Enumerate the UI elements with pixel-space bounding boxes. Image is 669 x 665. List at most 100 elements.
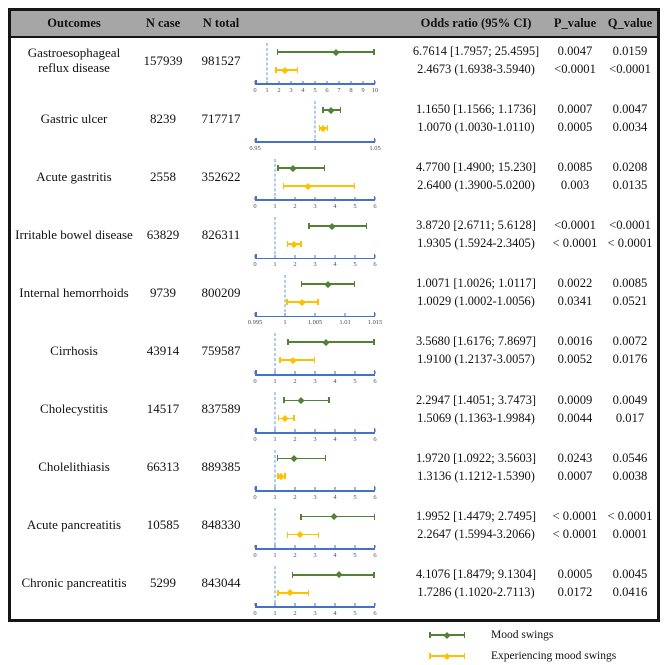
p-value-cell: 0.0016 0.0052	[547, 328, 603, 386]
reference-line	[274, 507, 276, 550]
n-case-value: 8239	[137, 96, 189, 142]
n-total-value: 837589	[189, 387, 253, 433]
outcome-text: Acute pancreatitis	[26, 517, 122, 533]
n-case-value: 5299	[137, 561, 189, 607]
or-experiencing-mood-swings: 1.0070 (1.0030-1.0110)	[417, 120, 535, 135]
axis-tick	[284, 312, 286, 316]
axis-tick	[354, 429, 356, 433]
axis-tick	[302, 80, 304, 84]
outcome-text: Cirrhosis	[50, 343, 98, 358]
q-experiencing-mood-swings: <0.0001	[609, 62, 651, 76]
q-value-cell: 0.0047 0.0034	[603, 96, 657, 154]
odds-ratio-cell: 1.0071 [1.0026; 1.0117] 1.0029 (1.0002-1…	[405, 270, 547, 328]
point-marker-mood-swings	[323, 339, 330, 346]
axis-tick-label: 1	[273, 377, 277, 385]
axis-tick-label: 6	[373, 435, 377, 443]
p-value-cell: < 0.0001 < 0.0001	[547, 503, 603, 561]
axis-tick	[362, 80, 364, 84]
or-mood-swings: 1.1650 [1.1566; 1.1736]	[415, 102, 537, 117]
mini-forest-plot: 0.95 1 1.05	[249, 96, 381, 154]
axis-tick-label: 0	[253, 435, 257, 443]
column-header-outcomes: Outcomes	[47, 16, 101, 30]
p-value-cell: 0.0005 0.0172	[547, 561, 603, 619]
x-axis	[255, 544, 375, 550]
axis-tick	[334, 429, 336, 433]
q-mood-swings: 0.0159	[612, 44, 648, 58]
outcome-label: Chronic pancreatitis	[11, 561, 137, 607]
axis-tick	[254, 254, 256, 258]
axis-tick	[314, 312, 316, 316]
p-experiencing-mood-swings: 0.0052	[557, 352, 593, 367]
axis-tick	[374, 603, 376, 607]
ci-line-experiencing-mood-swings	[286, 531, 320, 537]
q-value-cell: 0.0072 0.0176	[603, 328, 657, 386]
mini-forest-plot: 0 1 2 3 4 5 6	[253, 503, 377, 561]
axis-tick-label: 4	[333, 261, 337, 269]
odds-ratio-cell: 3.8720 [2.6711; 5.6128] 1.9305 (1.5924-2…	[405, 212, 547, 270]
forest-plot-cell: 0 1 2 3 4 5 6	[253, 387, 405, 445]
q-mood-swings: 0.0045	[612, 566, 648, 581]
axis-tick-label: 3	[289, 87, 293, 95]
axis-tick	[314, 371, 316, 375]
or-mood-swings: 1.9720 [1.0922; 3.5603]	[415, 450, 537, 465]
axis-tick	[254, 138, 256, 142]
point-marker-experiencing-mood-swings	[297, 531, 304, 538]
point-marker-mood-swings	[329, 222, 336, 230]
axis-tick	[334, 545, 336, 549]
n-total-value: 352622	[189, 154, 253, 200]
axis-tick	[344, 312, 346, 316]
axis-tick-label: 9	[361, 87, 365, 95]
reference-line	[314, 101, 316, 144]
experiencing-mood-swings-ci-marker-icon	[429, 652, 465, 660]
axis-tick	[374, 487, 376, 491]
axis-tick-label: 4	[333, 551, 337, 559]
axis-tick-label: 1	[273, 203, 277, 211]
or-experiencing-mood-swings: 1.3136 (1.1212-1.5390)	[417, 468, 535, 483]
axis-tick	[354, 545, 356, 549]
axis-tick-label: 7	[337, 87, 341, 95]
legend-label-mood-swings: Mood swings	[491, 629, 554, 641]
n-case-value: 10585	[137, 503, 189, 549]
n-total-text: 981527	[201, 52, 241, 68]
n-total-text: 826311	[201, 226, 241, 242]
reference-line	[284, 275, 286, 318]
n-case-value: 14517	[137, 387, 189, 433]
forest-plot-cell: 0 1 2 3 4 5 6	[253, 328, 405, 386]
q-value-cell: 0.0085 0.0521	[603, 270, 657, 328]
or-mood-swings: 6.7614 [1.7957; 25.4595]	[412, 44, 540, 58]
axis-tick-label: 0	[253, 203, 257, 211]
axis-tick	[294, 603, 296, 607]
axis-tick-label: 2	[293, 493, 297, 501]
n-case-value: 43914	[137, 328, 189, 374]
table-row: Acute gastritis 2558 352622 0 1 2 3 4 5 6 4.77…	[11, 154, 657, 212]
axis-tick-label: 2	[293, 203, 297, 211]
p-experiencing-mood-swings: 0.0005	[557, 120, 593, 135]
reference-line	[274, 391, 276, 434]
axis-tick-label: 1	[273, 261, 277, 269]
x-axis	[255, 486, 375, 492]
or-experiencing-mood-swings: 2.2647 (1.5994-3.2066)	[417, 526, 535, 541]
point-marker-mood-swings	[330, 513, 338, 520]
p-mood-swings: 0.0243	[557, 450, 593, 465]
q-value-cell: 0.0049 0.017	[603, 387, 657, 445]
axis-tick-label: 1	[313, 145, 317, 153]
axis-tick-label: 4	[301, 87, 305, 95]
n-case-text: 63829	[146, 226, 180, 242]
legend-item-mood-swings: Mood swings	[429, 629, 641, 641]
q-experiencing-mood-swings: 0.0001	[612, 526, 648, 541]
axis-tick-label: 4	[333, 609, 337, 617]
axis-tick-label: 1.05	[369, 145, 381, 153]
q-experiencing-mood-swings: 0.0416	[612, 584, 648, 599]
mini-forest-plot: 0 1 2 3 4 5 6	[253, 561, 377, 619]
x-axis	[255, 312, 375, 318]
axis-tick	[290, 80, 292, 84]
n-case-text: 10585	[146, 517, 180, 533]
axis-tick-label: 6	[373, 203, 377, 211]
n-total-value: 759587	[189, 328, 253, 374]
p-mood-swings: 0.0007	[557, 102, 593, 117]
q-experiencing-mood-swings: 0.0034	[612, 120, 648, 135]
axis-tick	[274, 196, 276, 200]
n-total-text: 352622	[201, 168, 241, 184]
